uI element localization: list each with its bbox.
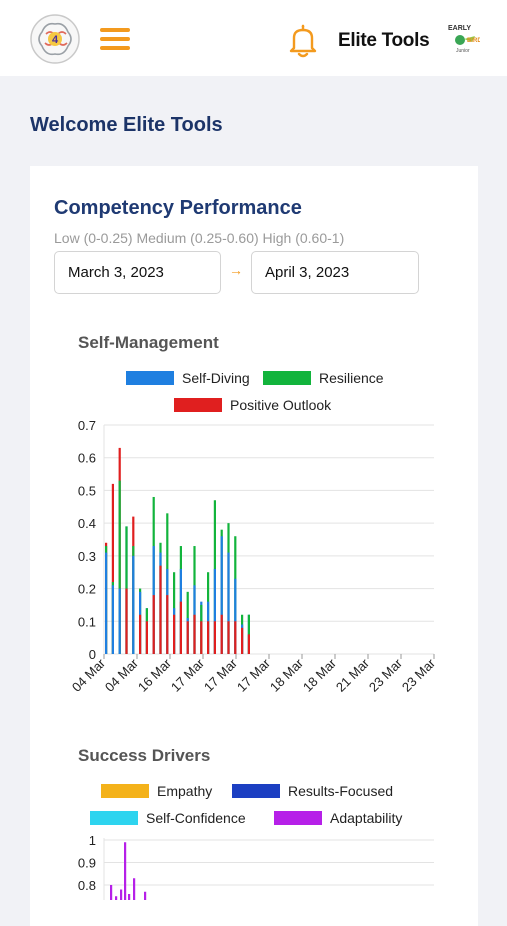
bar-adaptability — [133, 878, 136, 900]
bar-adaptability — [115, 896, 118, 900]
x-tick-label: 04 Mar — [102, 655, 142, 695]
bar-positive-outlook — [179, 601, 182, 654]
legend-empathy[interactable]: Empathy — [101, 783, 212, 799]
legend-label: Adaptability — [330, 810, 403, 826]
bar-positive-outlook — [145, 621, 148, 654]
legend-label: Self-Confidence — [146, 810, 246, 826]
legend-swatch — [263, 371, 311, 385]
legend-positive-outlook[interactable]: Positive Outlook — [174, 397, 331, 413]
bar-positive-outlook — [234, 621, 237, 654]
legend-swatch — [126, 371, 174, 385]
legend-swatch — [232, 784, 280, 798]
y-tick-label: 0.1 — [78, 614, 96, 629]
x-tick-label: 16 Mar — [135, 655, 175, 695]
end-date-field[interactable]: April 3, 2023 — [251, 251, 419, 294]
welcome-heading: Welcome Elite Tools — [30, 114, 223, 136]
bar-self-diving — [132, 555, 135, 654]
bar-self-diving — [111, 585, 114, 654]
legend-results-focused[interactable]: Results-Focused — [232, 783, 393, 799]
y-tick-label: 0.7 — [78, 418, 96, 433]
y-tick-label: 0.3 — [78, 549, 96, 564]
bar-positive-outlook — [241, 627, 244, 654]
top-bar: 4 Elite Tools EARLY BIRD Junior — [0, 0, 507, 76]
bar-positive-outlook — [159, 565, 162, 654]
svg-text:BIRD: BIRD — [467, 38, 480, 44]
bar-self-diving — [227, 552, 230, 654]
bell-icon[interactable] — [288, 24, 318, 58]
start-date-field[interactable]: March 3, 2023 — [54, 251, 221, 294]
bar-positive-outlook — [173, 614, 176, 654]
bar-positive-outlook — [200, 621, 203, 654]
svg-text:Junior: Junior — [456, 48, 470, 54]
x-tick-label: 17 Mar — [201, 655, 241, 695]
bar-adaptability — [128, 894, 131, 900]
competency-title: Competency Performance — [54, 197, 302, 219]
y-tick-label: 0.4 — [78, 516, 96, 531]
level-ranges: Low (0-0.25) Medium (0.25-0.60) High (0.… — [54, 230, 345, 246]
x-tick-label: 18 Mar — [300, 655, 340, 695]
y-tick-label: 0.5 — [78, 483, 96, 498]
y-tick-label: 0.2 — [78, 582, 96, 597]
bar-self-diving — [234, 578, 237, 654]
date-range-arrow-icon: → — [229, 262, 243, 278]
bar-positive-outlook — [213, 621, 216, 654]
bar-positive-outlook — [139, 614, 142, 654]
bar-self-diving — [118, 588, 121, 654]
hamburger-menu-icon[interactable] — [100, 28, 130, 50]
bar-self-diving — [105, 552, 108, 654]
legend-label: Positive Outlook — [230, 397, 332, 413]
legend-swatch — [274, 811, 322, 825]
bar-adaptability — [120, 889, 123, 900]
bar-positive-outlook — [125, 588, 128, 654]
brain-logo-icon[interactable]: 4 — [28, 12, 82, 66]
bar-adaptability — [144, 891, 147, 900]
legend-adaptability[interactable]: Adaptability — [274, 810, 402, 826]
legend-label: Resilience — [319, 370, 384, 386]
legend-label: Results-Focused — [288, 783, 394, 799]
bar-self-diving — [213, 568, 216, 654]
self-management-chart-title: Self-Management — [78, 333, 219, 352]
success-drivers-chart-title: Success Drivers — [78, 746, 211, 765]
bar-positive-outlook — [193, 614, 196, 654]
bar-positive-outlook — [247, 634, 250, 654]
bar-positive-outlook — [111, 483, 114, 654]
legend-label: Self-Diving — [182, 370, 250, 386]
bar-adaptability — [124, 842, 127, 900]
y-tick-label: 0.8 — [78, 878, 96, 893]
partner-logo: EARLY BIRD Junior — [448, 25, 480, 54]
legend-self-diving[interactable]: Self-Diving — [126, 370, 250, 386]
bar-positive-outlook — [207, 621, 210, 654]
bar-self-diving — [220, 536, 223, 654]
x-tick-label: 17 Mar — [168, 655, 208, 695]
y-tick-label: 1 — [89, 833, 96, 848]
bar-positive-outlook — [186, 621, 189, 654]
svg-text:4: 4 — [52, 34, 59, 46]
bar-positive-outlook — [227, 621, 230, 654]
x-tick-label: 21 Mar — [333, 655, 373, 695]
bar-positive-outlook — [220, 614, 223, 654]
svg-text:EARLY: EARLY — [448, 25, 471, 32]
bar-positive-outlook — [152, 595, 155, 654]
legend-label: Empathy — [157, 783, 213, 799]
success-drivers-chart: 0.8 0.9 1 — [78, 833, 434, 900]
brand-name: Elite Tools — [338, 30, 430, 51]
y-tick-label: 0 — [89, 647, 96, 662]
x-tick-label: 17 Mar — [234, 655, 274, 695]
bar-resilience — [118, 480, 121, 654]
x-tick-label: 23 Mar — [399, 655, 439, 695]
y-tick-label: 0.6 — [78, 451, 96, 466]
legend-resilience[interactable]: Resilience — [263, 370, 384, 386]
legend-swatch — [174, 398, 222, 412]
y-tick-label: 0.9 — [78, 856, 96, 871]
x-tick-label: 23 Mar — [366, 655, 406, 695]
bar-adaptability — [110, 885, 113, 900]
legend-self-confidence[interactable]: Self-Confidence — [90, 810, 246, 826]
legend-swatch — [101, 784, 149, 798]
bar-positive-outlook — [166, 595, 169, 654]
x-tick-label: 18 Mar — [267, 655, 307, 695]
legend-swatch — [90, 811, 138, 825]
